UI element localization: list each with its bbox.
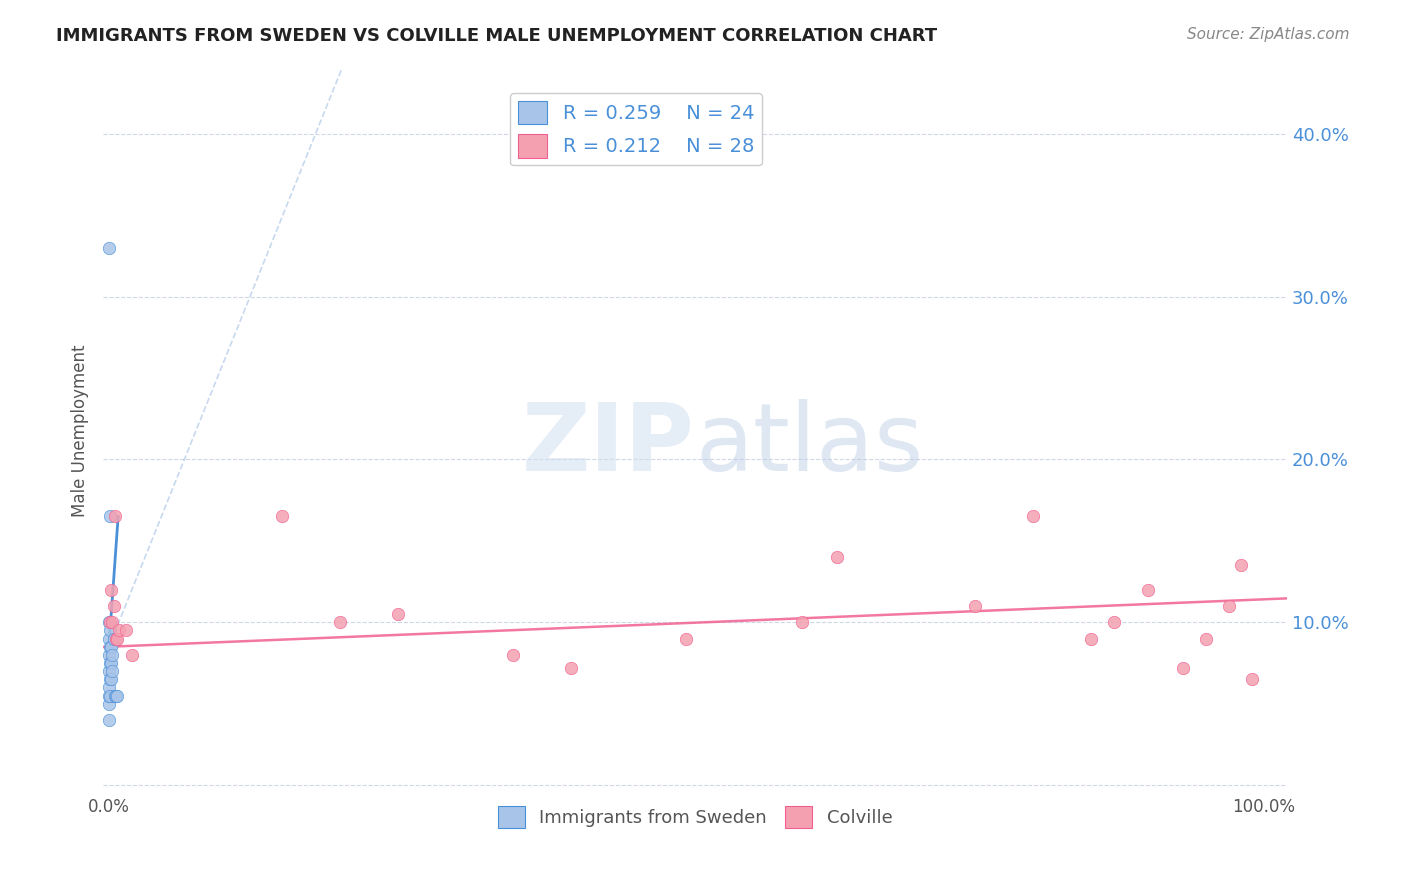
Point [98,640,121,654]
Point [1080,632,1102,646]
Point [108,624,131,638]
Point [1171,661,1194,675]
Text: atlas: atlas [695,400,924,491]
Point [100,582,122,597]
Point [97,615,120,630]
Point [101,664,124,678]
Point [104,632,127,646]
Point [98,689,121,703]
Point [97,697,120,711]
Point [104,509,127,524]
Point [100,640,122,654]
Point [104,689,127,703]
Point [329,615,352,630]
Point [100,673,122,687]
Point [115,624,138,638]
Point [675,632,697,646]
Point [97,664,120,678]
Point [103,632,125,646]
Point [98,624,121,638]
Point [271,509,294,524]
Point [104,689,127,703]
Point [1218,599,1240,613]
Point [98,509,121,524]
Point [1137,582,1160,597]
Point [790,615,813,630]
Point [98,615,121,630]
Point [105,689,128,703]
Text: ZIP: ZIP [522,400,695,491]
Point [103,599,125,613]
Text: IMMIGRANTS FROM SWEDEN VS COLVILLE MALE UNEMPLOYMENT CORRELATION CHART: IMMIGRANTS FROM SWEDEN VS COLVILLE MALE … [56,27,938,45]
Legend: Immigrants from Sweden, Colville: Immigrants from Sweden, Colville [491,798,900,835]
Point [502,648,524,662]
Y-axis label: Male Unemployment: Male Unemployment [72,344,89,517]
Point [97,689,120,703]
Point [97,648,120,662]
Point [101,648,124,662]
Point [101,615,124,630]
Point [825,550,848,565]
Point [121,648,143,662]
Point [560,661,582,675]
Point [105,632,128,646]
Text: Source: ZipAtlas.com: Source: ZipAtlas.com [1187,27,1350,42]
Point [1195,632,1218,646]
Point [387,607,409,622]
Point [97,681,120,695]
Point [97,241,120,255]
Point [98,656,121,670]
Point [1230,558,1253,573]
Point [1102,615,1125,630]
Point [97,632,120,646]
Point [100,656,122,670]
Point [1241,673,1264,687]
Point [1022,509,1045,524]
Point [965,599,987,613]
Point [97,713,120,727]
Point [98,673,121,687]
